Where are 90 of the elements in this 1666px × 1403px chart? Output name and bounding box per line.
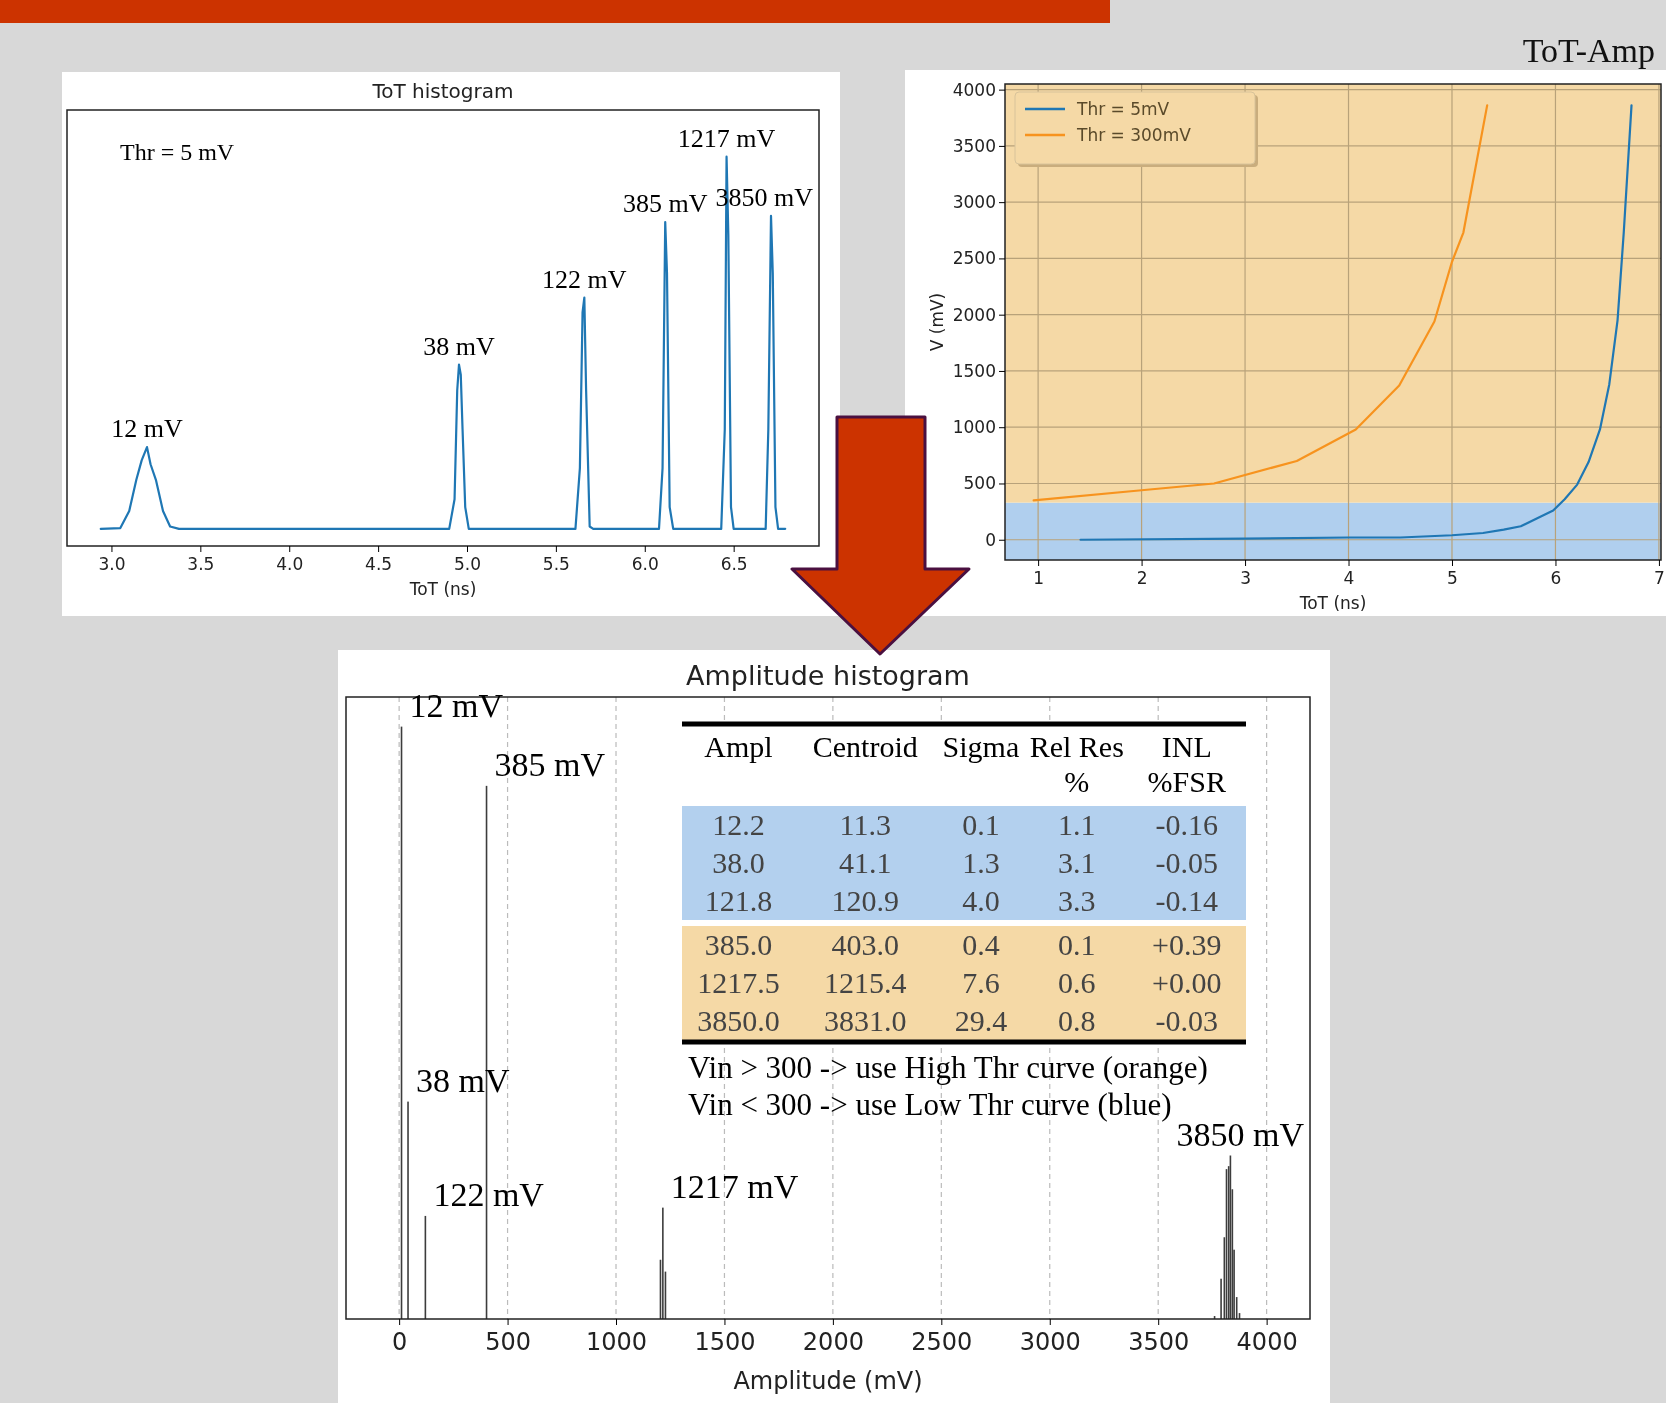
text: 120.9: [831, 884, 900, 917]
text: 1.3: [962, 846, 1000, 879]
x-tick-label: 4: [1343, 568, 1355, 589]
text: +0.00: [1152, 966, 1222, 999]
annotation: Vin < 300 -> use Low Thr curve (blue): [688, 1087, 1172, 1122]
annotation: 122 mV: [433, 1175, 545, 1213]
x-tick-label: 3: [1240, 568, 1251, 589]
category-label: Centroid: [812, 730, 918, 763]
annotation: Thr = 5 mV: [120, 139, 235, 165]
text: 403.0: [831, 928, 900, 961]
x-tick-label: 3.0: [98, 554, 126, 575]
chart-title: ToT histogram: [371, 79, 514, 103]
text: 11.3: [839, 808, 891, 841]
x-axis-title: Amplitude (mV): [733, 1366, 923, 1395]
text: 3831.0: [824, 1004, 907, 1037]
x-tick-label: 2500: [911, 1327, 973, 1356]
y-tick-label: 500: [963, 473, 996, 494]
text: 1217.5: [697, 966, 780, 999]
x-tick-label: 5: [1447, 568, 1458, 589]
text: -0.16: [1155, 808, 1219, 841]
x-tick-label: 7: [1654, 568, 1665, 589]
text: 121.8: [704, 884, 773, 917]
text: -0.03: [1155, 1004, 1219, 1037]
text: 0.4: [962, 928, 1000, 961]
text: 0.6: [1058, 966, 1096, 999]
annotation: 12 mV: [111, 414, 183, 444]
annotation: 3850 mV: [1176, 1115, 1305, 1153]
y-tick-label: 0: [985, 529, 996, 550]
text: 7.6: [962, 966, 1000, 999]
text: 385.0: [704, 928, 773, 961]
text: 29.4: [954, 1004, 1008, 1037]
x-tick-label: 0: [391, 1327, 408, 1356]
x-tick-label: 5.0: [453, 554, 482, 575]
legend-label: Thr = 5mV: [1076, 99, 1170, 119]
text: -0.14: [1155, 884, 1219, 917]
x-tick-label: 500: [485, 1327, 531, 1356]
x-tick-label: 4.5: [365, 554, 393, 575]
x-tick-label: 3500: [1128, 1327, 1190, 1356]
y-tick-label: 1000: [952, 417, 996, 438]
text: 41.1: [839, 846, 892, 879]
annotation: 385 mV: [622, 189, 708, 219]
x-tick-label: 6.5: [720, 554, 748, 575]
text: 12.2: [712, 808, 765, 841]
y-tick-label: 2500: [952, 248, 996, 269]
chart-title: ToT-Amp: [1522, 32, 1655, 69]
text: 3850.0: [697, 1004, 780, 1037]
x-tick-label: 4000: [1236, 1327, 1298, 1356]
text: 38.0: [712, 846, 765, 879]
y-axis-title: V (mV): [927, 292, 947, 352]
x-tick-label: 6.0: [631, 554, 659, 575]
text: 3.3: [1058, 884, 1096, 917]
text: 0.1: [962, 808, 1000, 841]
category-label: INL %FSR: [1147, 730, 1226, 798]
y-tick-label: 3000: [952, 192, 996, 213]
x-tick-label: 4.0: [276, 554, 304, 575]
text: -0.05: [1155, 846, 1219, 879]
chart-title: Amplitude histogram: [686, 660, 970, 691]
y-tick-label: 1500: [952, 360, 996, 381]
annotation: 12 mV: [409, 686, 504, 724]
annotation: 1217 mV: [677, 123, 776, 153]
annotation: 385 mV: [494, 745, 606, 783]
text: 0.1: [1058, 928, 1096, 961]
annotation: 38 mV: [423, 331, 495, 361]
text: 0.8: [1058, 1004, 1096, 1037]
y-tick-label: 2000: [952, 304, 996, 325]
y-tick-label: 3500: [952, 135, 996, 156]
x-tick-label: 6: [1550, 568, 1562, 589]
x-axis-title: ToT (ns): [408, 579, 477, 600]
x-tick-label: 1000: [585, 1327, 648, 1356]
x-tick-label: 5.5: [542, 554, 570, 575]
text: 3.1: [1058, 846, 1096, 879]
annotation: 122 mV: [542, 264, 627, 294]
annotation: 1217 mV: [670, 1167, 799, 1205]
x-tick-label: 2000: [802, 1327, 864, 1356]
x-axis-title: ToT (ns): [1298, 593, 1367, 614]
category-label: Sigma: [942, 730, 1020, 763]
x-tick-label: 1: [1033, 568, 1045, 589]
x-tick-label: 1500: [694, 1327, 756, 1356]
x-tick-label: 3.5: [187, 554, 215, 575]
legend-label: Thr = 300mV: [1076, 125, 1192, 145]
annotation: Vin > 300 -> use High Thr curve (orange): [688, 1050, 1208, 1085]
text: +0.39: [1152, 928, 1222, 961]
text: 1215.4: [824, 966, 907, 999]
x-tick-label: 2: [1136, 568, 1148, 589]
text: 4.0: [962, 884, 1000, 917]
text: 1.1: [1058, 808, 1096, 841]
x-tick-label: 3000: [1019, 1327, 1081, 1356]
category-label: Rel Res %: [1029, 730, 1124, 798]
category-label: Ampl: [704, 730, 773, 763]
y-tick-label: 4000: [952, 79, 996, 100]
